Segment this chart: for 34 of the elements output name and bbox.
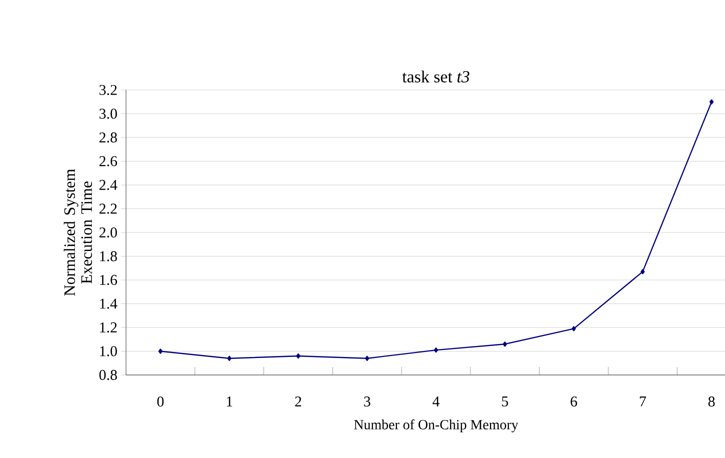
y-tick-label: 2.0 [99,227,117,238]
x-tick-label: 4 [432,396,440,406]
y-tick-label: 2.2 [99,204,117,214]
x-tick-label: 5 [502,396,508,406]
y-axis-title: Normalized System Execution Time [64,168,92,296]
point [572,326,576,332]
point [227,356,232,361]
y-tick-label: 2.8 [99,132,117,143]
point [434,347,438,353]
point [158,348,163,354]
x-tick-label: 0 [157,396,164,407]
y-tick-label: 1.6 [100,274,118,286]
y-tick-label: 0.8 [99,370,117,380]
y-tick-label: 1.0 [100,346,117,356]
x-tick-label: 1 [226,396,232,406]
chart-title: task set t3 [402,70,470,82]
y-tick-label: 1.2 [100,322,117,333]
y-tick-label: 2.4 [99,180,118,190]
y-tick-label: 1.8 [100,251,117,262]
x-tick-label: 6 [570,396,578,407]
y-tick-label: 1.4 [100,298,118,309]
x-tick-label: 2 [295,396,302,406]
point [296,353,300,359]
point [709,99,714,104]
x-tick-label: 8 [708,396,715,407]
y-tick-label: 3.0 [100,108,117,119]
y-tick-label: 2.6 [99,156,118,166]
x-axis-title: Number of On-Chip Memory [354,419,518,432]
y-tick-label: 3.2 [100,84,117,96]
x-tick-label: 3 [364,396,370,407]
x-tick-label: 7 [640,396,646,406]
point [640,269,645,274]
point [502,342,507,347]
point [365,356,370,361]
